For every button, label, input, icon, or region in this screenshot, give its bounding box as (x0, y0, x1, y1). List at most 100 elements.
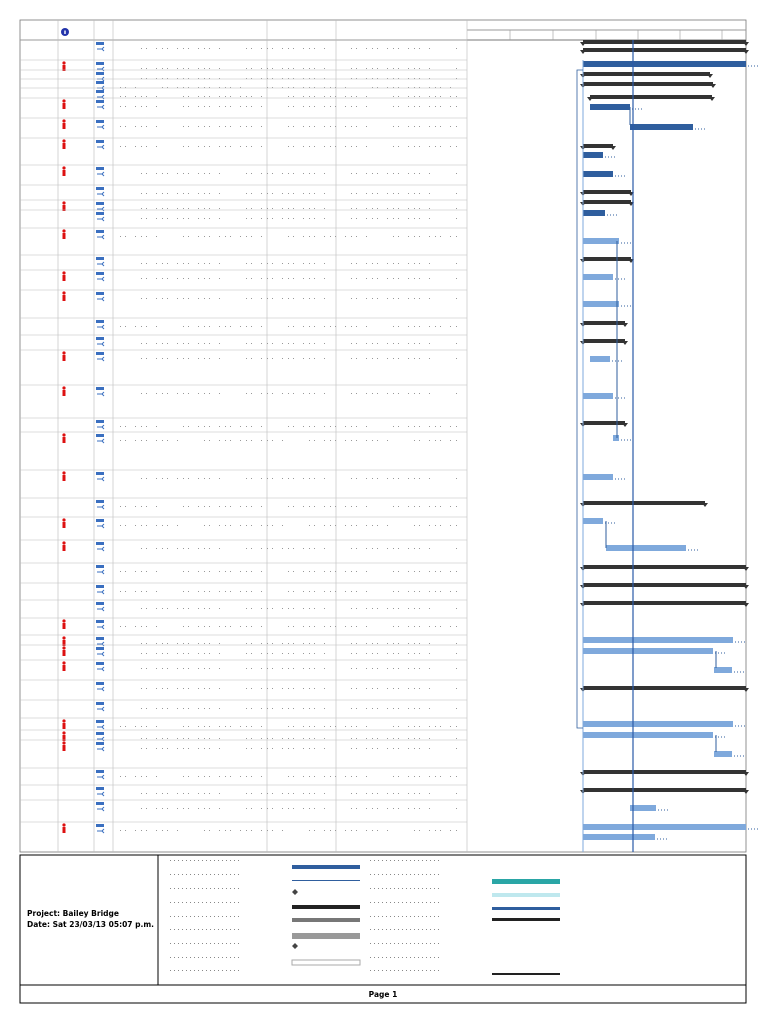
text-dot (146, 236, 147, 237)
text-dot (303, 48, 304, 49)
text-dot (146, 643, 147, 644)
text-dot (146, 146, 147, 147)
text-dot (272, 87, 273, 88)
text-dot (351, 298, 352, 299)
text-dot (414, 571, 415, 572)
text-dot (398, 68, 399, 69)
summary-end (580, 192, 634, 196)
text-dot (293, 708, 294, 709)
text-dot (429, 793, 430, 794)
text-dot (230, 126, 231, 127)
text-dot (414, 68, 415, 69)
text-dot (267, 208, 268, 209)
text-dot (156, 506, 157, 507)
text-dot (141, 278, 142, 279)
text-dot (120, 626, 121, 627)
text-dot (240, 571, 241, 572)
text-dot (125, 146, 126, 147)
text-dot (198, 126, 199, 127)
text-dot (303, 643, 304, 644)
text-dot (198, 506, 199, 507)
text-dot (408, 608, 409, 609)
legend-text-dot (406, 902, 407, 903)
text-dot (198, 571, 199, 572)
text-dot (429, 343, 430, 344)
text-dot (177, 193, 178, 194)
text-dot (204, 68, 205, 69)
text-dot (351, 708, 352, 709)
text-dot (251, 726, 252, 727)
text-dot (209, 525, 210, 526)
text-dot (314, 830, 315, 831)
text-dot (324, 173, 325, 174)
text-dot (456, 393, 457, 394)
text-dot (282, 525, 283, 526)
legend-text-dot (382, 957, 383, 958)
note-icon (96, 120, 104, 123)
text-dot (204, 726, 205, 727)
text-dot (456, 571, 457, 572)
legend-text-dot (210, 929, 211, 930)
text-dot (230, 525, 231, 526)
legend-text-dot (414, 970, 415, 971)
text-dot (188, 193, 189, 194)
text-dot (240, 87, 241, 88)
text-dot (398, 738, 399, 739)
legend-text-dot (402, 888, 403, 889)
legend-text-dot (402, 902, 403, 903)
text-dot (209, 263, 210, 264)
text-dot (246, 506, 247, 507)
person-head (62, 636, 66, 640)
text-dot (204, 106, 205, 107)
text-dot (120, 96, 121, 97)
text-dot (156, 48, 157, 49)
text-dot (372, 78, 373, 79)
text-dot (351, 748, 352, 749)
text-dot (246, 830, 247, 831)
text-dot (414, 96, 415, 97)
legend-text-dot (414, 957, 415, 958)
text-dot (309, 236, 310, 237)
progress-bar (630, 805, 656, 811)
text-dot (356, 68, 357, 69)
text-dot (219, 358, 220, 359)
text-dot (309, 343, 310, 344)
text-dot (440, 525, 441, 526)
text-dot (440, 106, 441, 107)
text-dot (335, 106, 336, 107)
text-dot (377, 218, 378, 219)
text-dot (272, 218, 273, 219)
text-dot (219, 236, 220, 237)
text-dot (251, 608, 252, 609)
text-dot (146, 78, 147, 79)
text-dot (188, 738, 189, 739)
text-dot (183, 68, 184, 69)
text-dot (309, 506, 310, 507)
text-dot (408, 263, 409, 264)
text-dot (146, 48, 147, 49)
person-head (62, 646, 66, 650)
text-dot (351, 653, 352, 654)
legend-text-dot (170, 929, 171, 930)
text-dot (251, 708, 252, 709)
note-icon (96, 202, 104, 205)
text-dot (429, 426, 430, 427)
text-dot (261, 193, 262, 194)
summary-end (580, 202, 634, 206)
legend-text-dot (206, 970, 207, 971)
text-dot (177, 643, 178, 644)
link-icon (97, 774, 105, 780)
text-dot (156, 426, 157, 427)
text-dot (387, 608, 388, 609)
legend-text-dot (170, 916, 171, 917)
text-dot (303, 236, 304, 237)
text-dot (435, 440, 436, 441)
text-dot (177, 668, 178, 669)
text-dot (366, 263, 367, 264)
text-dot (387, 358, 388, 359)
text-dot (267, 478, 268, 479)
text-dot (414, 343, 415, 344)
legend-text-dot (418, 888, 419, 889)
text-dot (372, 173, 373, 174)
text-dot (188, 708, 189, 709)
